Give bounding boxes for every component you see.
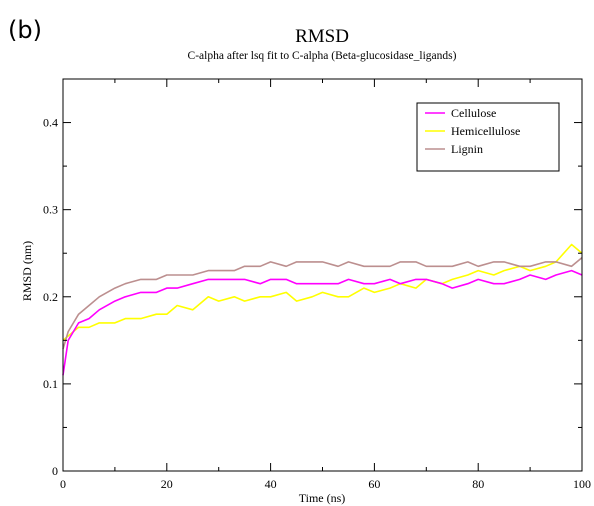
y-tick-label: 0.4 <box>43 116 58 130</box>
y-tick-label: 0.2 <box>43 290 58 304</box>
x-tick-label: 100 <box>573 477 591 491</box>
x-tick-label: 40 <box>265 477 277 491</box>
y-tick-label: 0.3 <box>43 203 58 217</box>
y-tick-label: 0.1 <box>43 377 58 391</box>
y-tick-label: 0 <box>52 464 58 478</box>
x-tick-label: 80 <box>472 477 484 491</box>
series-layer <box>62 243 583 376</box>
series-line-cellulose <box>62 269 583 376</box>
x-tick-label: 20 <box>161 477 173 491</box>
series-line-lignin <box>62 256 583 350</box>
y-axis-label: RMSD (nm) <box>20 241 34 301</box>
x-tick-label: 0 <box>60 477 66 491</box>
legend-label: Lignin <box>451 142 483 156</box>
legend-box <box>416 102 560 172</box>
ticks-layer: 0 20 40 60 80 100 0 0.1 0.2 0.3 0.4 <box>43 78 591 491</box>
chart-title: RMSD <box>295 26 349 47</box>
chart-subtitle: C-alpha after lsq fit to C-alpha (Beta-g… <box>188 50 457 62</box>
x-axis-label: Time (ns) <box>299 491 346 505</box>
panel-label: (b) <box>8 16 42 44</box>
legend-label: Hemicellulose <box>451 124 520 138</box>
legend-label: Cellulose <box>451 106 496 120</box>
x-tick-label: 60 <box>368 477 380 491</box>
legend: Cellulose Hemicellulose Lignin <box>416 102 560 172</box>
series-line-hemicellulose <box>62 243 583 341</box>
